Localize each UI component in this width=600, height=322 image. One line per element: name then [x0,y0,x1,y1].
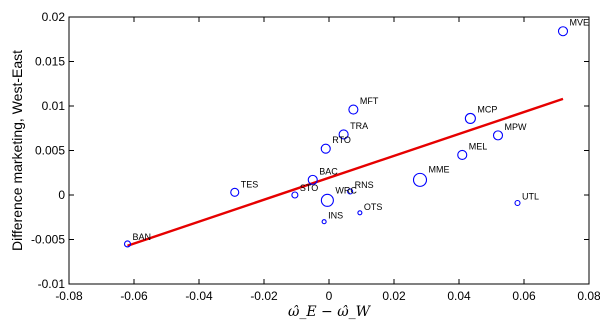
y-tick-label: -0.01 [38,277,66,291]
data-point-mpw [492,130,504,141]
data-point-mcp [464,112,476,125]
point-label-mpw: MPW [505,122,528,132]
data-point-wrc [320,193,334,207]
point-label-utl: UTL [522,192,539,202]
y-tick-label: 0.02 [42,10,66,24]
point-label-mve: MVE [570,18,590,28]
data-point-mve [557,26,569,37]
y-tick-label: -0.005 [31,233,65,247]
point-label-sto: STO [300,183,318,193]
y-tick-label: 0.01 [42,99,66,113]
data-point-tra [338,129,349,140]
data-point-bac [307,174,318,185]
point-label-bac: BAC [319,166,338,176]
y-tick-label: 0 [58,188,65,202]
x-tick-label: -0.04 [185,289,213,303]
fit-line [127,97,564,247]
plot-frame [68,16,590,285]
point-label-mel: MEL [469,141,488,151]
data-point-mel [457,149,468,160]
data-point-sto [291,191,299,199]
x-tick-label: -0.02 [250,289,278,303]
point-label-tra: TRA [350,121,368,131]
point-label-rns: RNS [355,180,374,190]
point-label-wrc: WRC [335,185,357,195]
point-label-mme: MME [429,164,450,174]
data-point-tes [230,187,240,197]
point-label-mft: MFT [360,96,379,106]
data-point-ban [123,240,132,248]
ticks-layer: -0.08 -0.06 -0.04 -0.02 0 0.02 0.04 0.06 0.08 -0.… [31,10,600,303]
x-tick-label: 0.04 [447,289,471,303]
x-tick-label: 0.06 [512,289,536,303]
y-axis-label: Difference marketing, West-East [9,50,25,251]
x-tick-label: 0.08 [577,289,600,303]
y-tick-label: 0.015 [35,55,65,69]
x-tick-label: -0.06 [120,289,148,303]
data-point-rns [347,188,354,195]
point-label-ban: BAN [133,232,152,242]
data-point-mft [348,104,359,115]
point-label-mcp: MCP [477,104,497,114]
point-label-tes: TES [241,179,259,189]
y-tick-label: 0.005 [35,144,65,158]
x-tick-label: 0 [326,289,333,303]
point-label-ots: OTS [364,202,383,212]
x-tick-label: 0.02 [382,289,406,303]
data-point-utl [514,199,521,207]
x-tick-label: -0.08 [55,289,83,303]
point-label-ins: INS [328,211,343,221]
x-axis-label: ω̂_E − ω̂_W [288,304,372,320]
data-point-ots [357,210,363,216]
data-point-rto [320,143,331,154]
data-point-mme [412,172,428,187]
point-label-rto: RTO [332,135,351,145]
fit-line-layer [127,97,564,247]
data-point-ins [321,219,327,225]
